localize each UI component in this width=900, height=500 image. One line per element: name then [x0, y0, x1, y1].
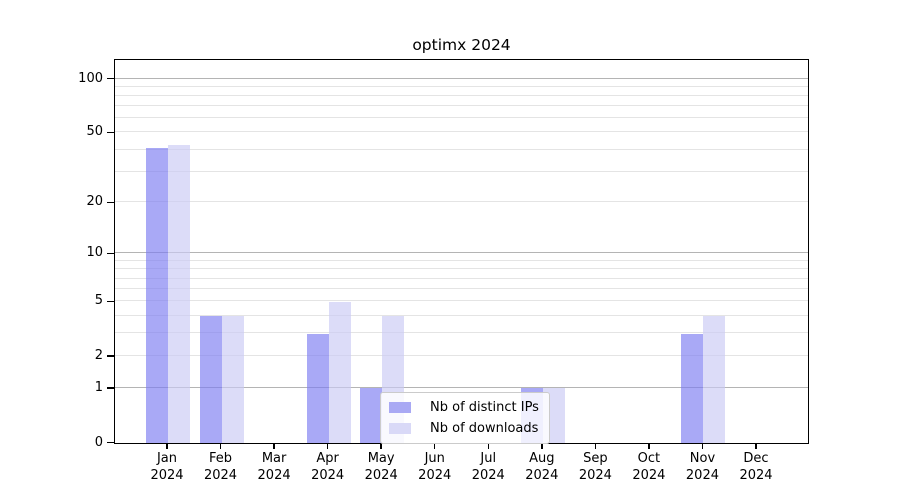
gridline-minor — [115, 105, 808, 107]
bar-downloads — [703, 316, 726, 443]
gridline-minor — [115, 170, 808, 172]
y-axis-tick — [107, 77, 114, 80]
x-axis-label: Jul 2024 — [471, 451, 505, 483]
gridline-minor — [115, 288, 808, 290]
bar-downloads — [168, 144, 190, 443]
x-axis-tick — [166, 443, 168, 449]
gridline-minor — [115, 148, 808, 150]
x-axis-tick — [541, 443, 543, 449]
x-axis-label: Oct 2024 — [632, 451, 666, 483]
gridline-minor — [115, 85, 808, 87]
x-axis-label: Jan 2024 — [150, 451, 184, 483]
gridline-minor — [115, 354, 808, 356]
x-axis-tick — [273, 443, 275, 449]
x-axis-tick — [487, 443, 489, 449]
bar-distinct-ips — [146, 148, 168, 443]
y-axis-label: 50 — [86, 124, 103, 140]
bar-distinct-ips — [360, 388, 383, 443]
legend: Nb of distinct IPs Nb of downloads — [380, 392, 550, 444]
gridline-minor — [115, 94, 808, 96]
gridline-minor — [115, 277, 808, 279]
x-axis-label: Jun 2024 — [418, 451, 452, 483]
bar-downloads — [328, 301, 351, 443]
legend-item-distinct-ips: Nb of distinct IPs — [389, 399, 539, 416]
x-axis-label: Sep 2024 — [578, 451, 612, 483]
y-axis-tick — [107, 201, 114, 204]
x-axis-label: Feb 2024 — [203, 451, 238, 483]
x-axis-tick — [219, 443, 222, 449]
gridline-minor — [115, 300, 808, 302]
gridline-minor — [115, 332, 808, 334]
x-axis-label: May 2024 — [364, 451, 398, 483]
y-axis-tick — [107, 252, 114, 255]
x-axis-tick — [434, 443, 436, 449]
x-axis-tick — [594, 443, 597, 449]
gridline-minor — [115, 268, 808, 270]
gridline-minor — [115, 117, 808, 119]
x-axis-label: Nov 2024 — [685, 451, 719, 483]
x-axis-tick — [701, 443, 704, 449]
x-axis-label: Apr 2024 — [311, 451, 345, 483]
gridline-minor — [115, 259, 808, 261]
x-axis-tick — [380, 443, 382, 449]
bar-distinct-ips — [199, 316, 222, 443]
x-axis-tick — [648, 443, 650, 449]
y-axis-tick — [107, 355, 114, 357]
x-axis-label: Dec 2024 — [739, 451, 773, 483]
legend-label-downloads: Nb of downloads — [430, 421, 539, 436]
x-axis-label: Mar 2024 — [257, 451, 291, 483]
legend-label-distinct-ips: Nb of distinct IPs — [430, 400, 539, 415]
gridline-minor — [115, 201, 808, 203]
y-axis-label: 2 — [94, 347, 103, 363]
plot-area — [114, 59, 809, 444]
bar-downloads — [221, 316, 244, 443]
legend-swatch-downloads — [389, 423, 411, 434]
y-axis-tick — [107, 441, 114, 444]
chart-title: optimx 2024 — [412, 36, 511, 54]
y-axis-label: 0 — [94, 434, 103, 450]
x-axis-tick — [326, 443, 329, 449]
legend-swatch-distinct-ips — [389, 402, 411, 413]
y-axis-label: 1 — [94, 379, 103, 395]
gridline-minor — [115, 314, 808, 316]
y-axis-label: 20 — [86, 194, 103, 210]
gridline-major — [115, 77, 808, 79]
x-axis-tick — [755, 443, 757, 449]
legend-item-downloads: Nb of downloads — [389, 420, 539, 437]
bar-distinct-ips — [681, 333, 704, 443]
gridline-major — [115, 252, 808, 254]
y-axis-tick — [107, 387, 114, 389]
y-axis-tick — [107, 300, 114, 302]
bar-distinct-ips — [306, 333, 329, 443]
y-axis-tick — [107, 131, 114, 134]
gridline-major — [115, 386, 808, 388]
y-axis-label: 100 — [78, 70, 103, 86]
gridline-minor — [115, 131, 808, 133]
y-axis-label: 5 — [94, 293, 103, 309]
x-axis-label: Aug 2024 — [525, 451, 559, 483]
y-axis-label: 10 — [86, 245, 103, 261]
